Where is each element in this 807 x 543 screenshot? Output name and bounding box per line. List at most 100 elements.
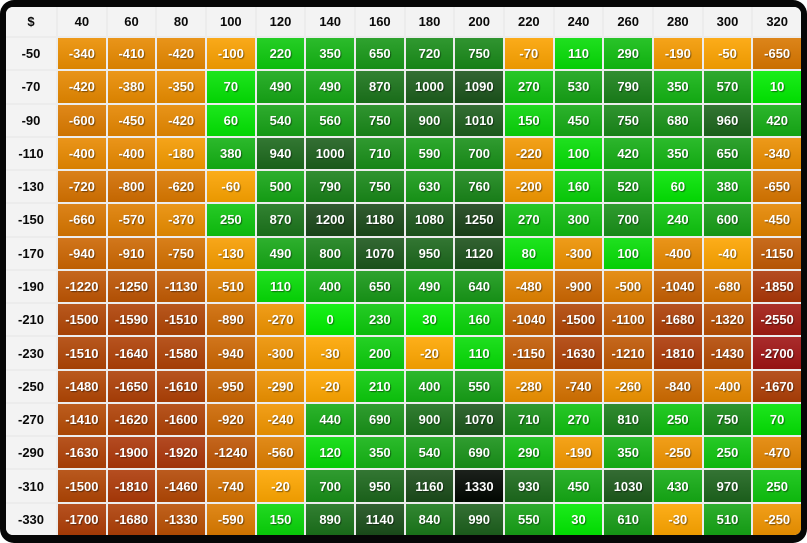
row-header: -250 bbox=[6, 370, 56, 402]
heatmap-cell: 1200 bbox=[306, 204, 354, 236]
row-header: -310 bbox=[6, 470, 56, 502]
heatmap-cell: 240 bbox=[654, 204, 702, 236]
heatmap-cell: -370 bbox=[157, 204, 205, 236]
heatmap-cell: -1670 bbox=[753, 370, 801, 402]
heatmap-cell: -190 bbox=[554, 437, 603, 469]
heatmap-cell: -200 bbox=[505, 171, 553, 203]
heatmap-cell: -950 bbox=[207, 370, 255, 402]
heatmap-cell: -400 bbox=[654, 237, 702, 269]
heatmap-cell: -180 bbox=[157, 137, 205, 170]
heatmap-cell: -600 bbox=[58, 104, 106, 136]
heatmap-cell: -590 bbox=[207, 503, 255, 535]
heatmap-cell: 640 bbox=[455, 270, 503, 303]
heatmap-cell: -1480 bbox=[58, 370, 106, 402]
heatmap-cell: 590 bbox=[405, 137, 454, 170]
heatmap-cell: 1080 bbox=[405, 204, 454, 236]
heatmap-cell: 960 bbox=[703, 104, 752, 136]
heatmap-cell: -1210 bbox=[604, 337, 652, 369]
heatmap-cell: -1630 bbox=[554, 337, 603, 369]
heatmap-cell: -840 bbox=[654, 370, 702, 402]
heatmap-cell: 650 bbox=[703, 137, 752, 170]
heatmap-cell: 160 bbox=[455, 304, 503, 336]
heatmap-cell: 700 bbox=[306, 470, 354, 502]
heatmap-cell: 900 bbox=[405, 104, 454, 136]
heatmap-cell: -660 bbox=[58, 204, 106, 236]
heatmap-cell: -400 bbox=[703, 370, 752, 402]
heatmap-cell: 270 bbox=[505, 71, 553, 103]
heatmap-cell: 350 bbox=[654, 71, 702, 103]
heatmap-cell: 420 bbox=[604, 137, 652, 170]
heatmap-cell: -40 bbox=[703, 237, 752, 269]
heatmap-cell: 710 bbox=[356, 137, 404, 170]
heatmap-cell: -300 bbox=[554, 237, 603, 269]
heatmap-cell: -570 bbox=[107, 204, 156, 236]
heatmap-cell: -920 bbox=[207, 403, 255, 436]
heatmap-cell: 540 bbox=[256, 104, 305, 136]
heatmap-cell: 1120 bbox=[455, 237, 503, 269]
heatmap-cell: 530 bbox=[554, 71, 603, 103]
heatmap-cell: 210 bbox=[356, 370, 404, 402]
heatmap-cell: 440 bbox=[306, 403, 354, 436]
heatmap-cell: -250 bbox=[753, 503, 801, 535]
row-header: -70 bbox=[6, 71, 56, 103]
heatmap-cell: 490 bbox=[256, 71, 305, 103]
row-header: -150 bbox=[6, 204, 56, 236]
column-header: 220 bbox=[505, 7, 553, 36]
heatmap-cell: -1500 bbox=[58, 470, 106, 502]
heatmap-cell: -60 bbox=[207, 171, 255, 203]
heatmap-cell: 650 bbox=[356, 270, 404, 303]
heatmap-cell: -940 bbox=[207, 337, 255, 369]
heatmap-cell: -1590 bbox=[107, 304, 156, 336]
heatmap-cell: 750 bbox=[703, 403, 752, 436]
heatmap-cell: 500 bbox=[256, 171, 305, 203]
heatmap-cell: -20 bbox=[405, 337, 454, 369]
row-header: -50 bbox=[6, 38, 56, 70]
heatmap-cell: 930 bbox=[505, 470, 553, 502]
heatmap-cell: -1900 bbox=[107, 437, 156, 469]
heatmap-cell: -560 bbox=[256, 437, 305, 469]
heatmap-cell: -420 bbox=[157, 104, 205, 136]
heatmap-cell: 710 bbox=[505, 403, 553, 436]
heatmap-cell: 1070 bbox=[356, 237, 404, 269]
heatmap-cell: 200 bbox=[356, 337, 404, 369]
heatmap-cell: -1630 bbox=[58, 437, 106, 469]
heatmap-cell: -480 bbox=[505, 270, 553, 303]
heatmap-cell: -30 bbox=[654, 503, 702, 535]
heatmap-cell: -1680 bbox=[654, 304, 702, 336]
heatmap-cell: 550 bbox=[455, 370, 503, 402]
heatmap-cell: 10 bbox=[753, 71, 801, 103]
heatmap-cell: 700 bbox=[604, 204, 652, 236]
heatmap-cell: -100 bbox=[207, 38, 255, 70]
heatmap-cell: 870 bbox=[356, 71, 404, 103]
heatmap-cell: -1150 bbox=[753, 237, 801, 269]
heatmap-cell: 160 bbox=[554, 171, 603, 203]
heatmap-cell: 350 bbox=[356, 437, 404, 469]
heatmap-cell: -620 bbox=[157, 171, 205, 203]
heatmap-cell: 1160 bbox=[405, 470, 454, 502]
heatmap-cell: -1040 bbox=[505, 304, 553, 336]
heatmap-cell: -1600 bbox=[157, 403, 205, 436]
heatmap-cell: 720 bbox=[405, 38, 454, 70]
heatmap-cell: -420 bbox=[157, 38, 205, 70]
heatmap-cell: -2550 bbox=[753, 304, 801, 336]
heatmap-cell: 750 bbox=[455, 38, 503, 70]
heatmap-cell: 450 bbox=[554, 470, 603, 502]
heatmap-cell: -1920 bbox=[157, 437, 205, 469]
heatmap-cell: 110 bbox=[256, 270, 305, 303]
heatmap-cell: 950 bbox=[405, 237, 454, 269]
heatmap-cell: 650 bbox=[356, 38, 404, 70]
heatmap-cell: 760 bbox=[455, 171, 503, 203]
heatmap-cell: -20 bbox=[306, 370, 354, 402]
heatmap-cell: 0 bbox=[306, 304, 354, 336]
heatmap-cell: -340 bbox=[753, 137, 801, 170]
heatmap-cell: -70 bbox=[505, 38, 553, 70]
heatmap-cell: 1250 bbox=[455, 204, 503, 236]
heatmap-cell: -380 bbox=[107, 71, 156, 103]
heatmap-cell: -350 bbox=[157, 71, 205, 103]
row-header: -290 bbox=[6, 437, 56, 469]
heatmap-cell: -1430 bbox=[703, 337, 752, 369]
heatmap-cell: 750 bbox=[604, 104, 652, 136]
heatmap-cell: 490 bbox=[405, 270, 454, 303]
heatmap-cell: -450 bbox=[753, 204, 801, 236]
heatmap-cell: 60 bbox=[654, 171, 702, 203]
